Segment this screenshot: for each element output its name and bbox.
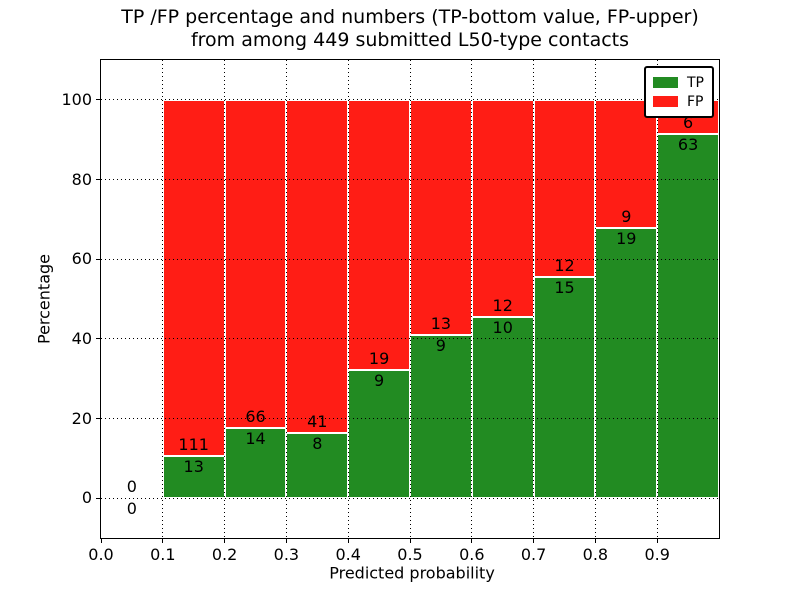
- tp-legend-swatch: [653, 77, 678, 88]
- x-tick-label: 0.6: [459, 545, 485, 564]
- tp-bar: [533, 276, 596, 499]
- fp-count-label: 0: [126, 477, 137, 497]
- fp-count-label: 66: [245, 407, 266, 427]
- tp-count-label: 9: [374, 371, 385, 391]
- x-gridline: [285, 60, 287, 538]
- legend-entry-fp: FP: [653, 92, 705, 111]
- fp-count-label: 111: [178, 435, 209, 455]
- x-tick-label: 0.8: [582, 545, 609, 564]
- x-tick: [347, 539, 349, 543]
- legend-entry-tp: TP: [653, 73, 705, 92]
- fp-bar: [162, 99, 225, 457]
- x-tick-label: 0.4: [335, 545, 361, 564]
- y-tick: [96, 418, 100, 419]
- fp-bar: [224, 99, 287, 429]
- tp-bar: [410, 335, 472, 499]
- tp-bar: [471, 317, 534, 499]
- fp-legend-label: FP: [687, 93, 704, 110]
- x-tick: [471, 539, 473, 543]
- y-tick: [96, 179, 100, 180]
- x-tick: [656, 539, 658, 543]
- x-tick: [224, 539, 226, 543]
- y-tick-label: 40: [71, 328, 92, 348]
- fp-count-label: 12: [554, 255, 575, 275]
- chart-title: TP /FP percentage and numbers (TP-bottom…: [121, 6, 699, 52]
- y-tick-label: 100: [61, 89, 92, 109]
- x-tick-label: 0.3: [273, 545, 300, 564]
- x-gridline: [656, 60, 658, 538]
- x-tick: [285, 539, 287, 543]
- y-tick-label: 80: [71, 169, 92, 189]
- fp-legend-swatch: [653, 96, 678, 107]
- tp-count-label: 19: [616, 228, 637, 248]
- chart-title-line2: from among 449 submitted L50-type contac…: [190, 29, 630, 51]
- y-tick: [96, 497, 100, 499]
- tp-bar: [286, 433, 349, 499]
- fp-count-label: 19: [368, 349, 390, 369]
- y-tick: [96, 338, 100, 340]
- x-tick: [409, 539, 411, 543]
- x-tick: [533, 539, 535, 543]
- x-gridline: [162, 60, 164, 538]
- fp-bar: [471, 99, 534, 318]
- fp-bar: [348, 99, 410, 371]
- fp-count-label: 9: [621, 206, 632, 226]
- x-axis-label: Predicted probability: [329, 563, 495, 583]
- x-gridline: [471, 60, 473, 538]
- tp-count-label: 63: [677, 135, 699, 155]
- y-tick: [96, 258, 100, 260]
- x-gridline: [224, 60, 226, 538]
- x-gridline: [533, 60, 535, 538]
- y-tick-label: 0: [81, 488, 92, 508]
- x-tick-label: 0.9: [644, 545, 670, 564]
- tp-count-label: 0: [126, 499, 137, 519]
- tp-count-label: 13: [183, 457, 204, 477]
- y-tick-label: 60: [71, 249, 92, 269]
- fp-count-label: 13: [430, 314, 452, 334]
- tp-bar: [595, 227, 658, 499]
- y-tick: [96, 99, 100, 101]
- fp-count-label: 12: [492, 296, 513, 316]
- tp-count-label: 9: [435, 336, 446, 356]
- x-tick-label: 0.5: [397, 545, 423, 564]
- x-gridline: [347, 60, 349, 538]
- x-gridline: [594, 60, 596, 538]
- x-tick: [162, 539, 164, 543]
- fp-bar: [410, 99, 472, 336]
- x-tick-label: 0.0: [88, 545, 114, 564]
- x-tick-label: 0.1: [150, 545, 176, 564]
- x-tick-label: 0.7: [520, 545, 547, 564]
- x-tick: [100, 539, 102, 543]
- x-tick-label: 0.2: [211, 545, 238, 564]
- fp-count-label: 41: [307, 412, 328, 432]
- tp-bar: [657, 134, 719, 499]
- chart-title-line1: TP /FP percentage and numbers (TP-bottom…: [121, 6, 699, 28]
- tp-legend-label: TP: [687, 74, 704, 91]
- x-tick: [594, 539, 596, 543]
- tp-count-label: 10: [492, 318, 513, 338]
- tp-count-label: 14: [245, 429, 266, 449]
- legend: TP FP: [644, 66, 714, 118]
- tp-count-label: 15: [554, 277, 575, 297]
- x-gridline: [409, 60, 411, 538]
- tp-count-label: 8: [312, 434, 323, 454]
- fp-bar: [286, 99, 349, 434]
- y-tick-label: 20: [71, 408, 92, 428]
- fp-bar: [533, 99, 596, 277]
- tp-bar: [348, 370, 410, 499]
- plot-area: 0 0 111 13 66 14 41 8 19 9 13 9 12 10 12 15 9 19 6 63: [100, 59, 720, 539]
- fp-count-label: 6: [683, 113, 694, 133]
